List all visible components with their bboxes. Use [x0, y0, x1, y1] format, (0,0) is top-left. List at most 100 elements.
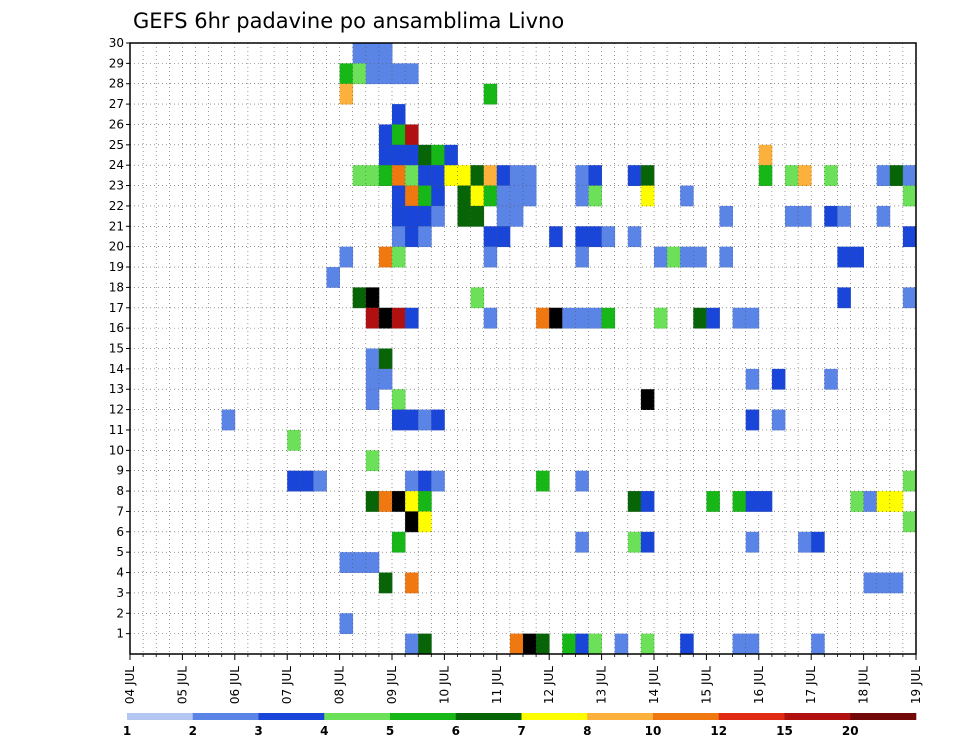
heatmap-cell [771, 368, 786, 390]
heatmap-cell [575, 246, 589, 268]
y-tick-label: 2 [116, 606, 124, 620]
colorbar-swatch [390, 713, 457, 720]
y-tick-label: 25 [109, 138, 124, 152]
heatmap-cell [876, 165, 891, 186]
heatmap-cell [405, 144, 419, 166]
heatmap-cell [378, 165, 393, 186]
heatmap-cell [811, 633, 825, 655]
x-tick-label: 06 JUL [228, 666, 242, 704]
heatmap-cell [221, 409, 236, 431]
heatmap-cell [509, 633, 524, 655]
heatmap-cell [627, 531, 642, 553]
heatmap-cell [798, 531, 812, 553]
heatmap-cell [575, 307, 589, 329]
x-tick-label: 13 JUL [595, 666, 609, 704]
heatmap-cell [365, 287, 380, 309]
colorbar-swatch [521, 713, 588, 720]
heatmap-cell [392, 246, 406, 268]
heatmap-cell [693, 307, 707, 329]
x-tick-label: 19 JUL [909, 666, 923, 704]
heatmap-cell [418, 409, 432, 431]
heatmap-cell [601, 307, 616, 329]
colorbar-label: 12 [710, 724, 727, 738]
heatmap-cell [378, 246, 393, 268]
heatmap-cell [339, 613, 354, 635]
heatmap-cell [654, 307, 668, 329]
heatmap-cell [470, 205, 485, 227]
x-tick-label: 12 JUL [542, 666, 556, 704]
heatmap-cell [392, 205, 406, 227]
heatmap-cell [640, 165, 655, 186]
heatmap-cell [627, 226, 642, 248]
y-tick-label: 19 [109, 260, 124, 274]
x-tick-label: 07 JUL [280, 666, 294, 704]
heatmap-cell [785, 165, 799, 186]
heatmap-cell [654, 246, 668, 268]
colorbar-label: 10 [645, 724, 662, 738]
heatmap-cell [483, 165, 498, 186]
heatmap-cell [824, 368, 838, 390]
x-tick-label: 11 JUL [490, 666, 504, 704]
heatmap-cell [378, 124, 393, 146]
heatmap-cell [745, 491, 760, 512]
y-tick-label: 29 [109, 56, 124, 70]
heatmap-cell [850, 246, 864, 268]
heatmap-cell [798, 205, 812, 227]
x-tick-label: 09 JUL [385, 666, 399, 704]
heatmap-cell [745, 531, 760, 553]
x-tick-label: 17 JUL [804, 666, 818, 704]
heatmap-cell [588, 307, 602, 329]
heatmap-cell [706, 307, 720, 329]
heatmap-cell [523, 633, 537, 655]
heatmap-cell [444, 144, 458, 166]
colorbar-label: 8 [583, 724, 591, 738]
heatmap-cell [863, 572, 878, 594]
colorbar-label: 15 [776, 724, 793, 738]
y-tick-label: 27 [109, 97, 124, 111]
heatmap-cell [339, 552, 354, 573]
heatmap-cell [640, 185, 655, 207]
colorbar-label: 1 [123, 724, 131, 738]
heatmap-cell [365, 165, 380, 186]
colorbar-swatch [653, 713, 720, 720]
heatmap-cell [339, 246, 354, 268]
chart-title: GEFS 6hr padavine po ansamblima Livno [133, 9, 564, 33]
y-tick-label: 22 [109, 199, 124, 213]
heatmap-cell [771, 409, 786, 431]
heatmap-cell [496, 226, 511, 248]
heatmap-cell [732, 491, 747, 512]
y-tick-label: 1 [116, 627, 124, 641]
colorbar-swatch [718, 713, 785, 720]
heatmap-cell [326, 267, 340, 288]
x-tick-label: 05 JUL [175, 666, 189, 704]
heatmap-cell [562, 633, 576, 655]
heatmap-cell [523, 165, 537, 186]
y-tick-label: 14 [109, 362, 124, 376]
heatmap-cell [352, 165, 367, 186]
heatmap-cell [601, 226, 616, 248]
heatmap-cell [706, 491, 720, 512]
heatmap-cell [392, 165, 406, 186]
colorbar-label: 3 [254, 724, 262, 738]
heatmap-cell [509, 185, 524, 207]
colorbar-swatch [192, 713, 259, 720]
heatmap-cell [418, 511, 432, 533]
heatmap-cell [431, 144, 445, 166]
heatmap-cell [902, 226, 917, 248]
heatmap-cell [418, 144, 432, 166]
heatmap-cell [392, 226, 406, 248]
heatmap-cell [850, 491, 864, 512]
heatmap-cell [378, 491, 393, 512]
colorbar: 1 2 3 4 5 6 7 8 10 12 15 20 [123, 713, 917, 738]
heatmap-cell [496, 205, 511, 227]
heatmap-cell [732, 633, 747, 655]
heatmap-cell [431, 205, 445, 227]
heatmap-cell [431, 409, 445, 431]
heatmap-cell [483, 226, 498, 248]
heatmap-cell [588, 185, 602, 207]
x-axis-ticks: 04 JUL 05 JUL 06 JUL 07 JUL 08 JUL 09 JUL 10 J… [123, 654, 923, 704]
heatmap-cell [575, 185, 589, 207]
y-tick-label: 18 [109, 280, 124, 294]
heatmap-cell [418, 633, 432, 655]
heatmap-cell [824, 205, 838, 227]
